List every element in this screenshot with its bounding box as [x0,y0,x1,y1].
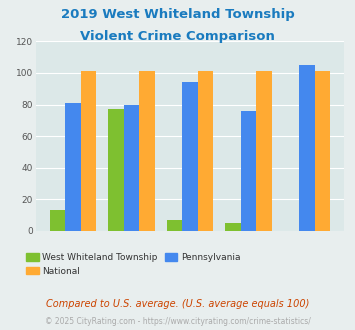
Bar [81,71,96,231]
Bar [256,71,272,231]
Text: Compared to U.S. average. (U.S. average equals 100): Compared to U.S. average. (U.S. average … [46,299,309,309]
Text: 2019 West Whiteland Township: 2019 West Whiteland Township [61,8,294,21]
Bar [65,103,81,231]
Text: Violent Crime Comparison: Violent Crime Comparison [80,30,275,43]
Bar [166,220,182,231]
Bar [198,71,213,231]
Text: © 2025 CityRating.com - https://www.cityrating.com/crime-statistics/: © 2025 CityRating.com - https://www.city… [45,317,310,326]
Legend: West Whiteland Township, National, Pennsylvania: West Whiteland Township, National, Penns… [22,249,244,279]
Bar [139,71,155,231]
Bar [241,111,256,231]
Bar [124,105,139,231]
Bar [225,223,241,231]
Bar [299,65,315,231]
Bar [182,82,198,231]
Bar [315,71,330,231]
Bar [108,109,124,231]
Bar [50,211,65,231]
